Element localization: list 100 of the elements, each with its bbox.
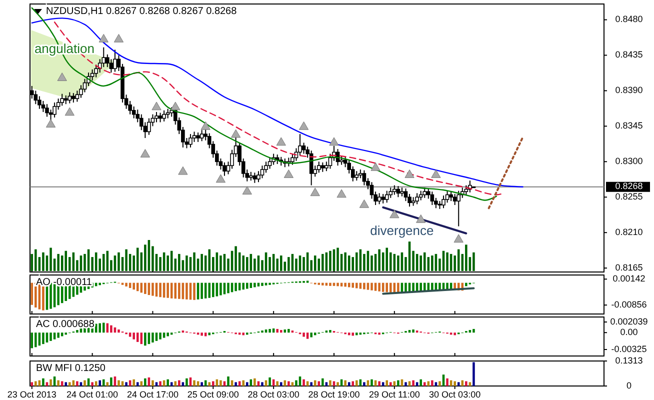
bar (280, 382, 282, 386)
bar (186, 256, 188, 271)
candlestick (170, 106, 174, 118)
y-tick-label: 0.1313 (615, 355, 643, 366)
bar (110, 377, 112, 386)
bar (76, 381, 78, 386)
bar (208, 332, 211, 336)
bar (178, 254, 180, 271)
bar (382, 382, 384, 386)
candlestick (41, 100, 46, 112)
bar (423, 382, 426, 386)
candlestick (154, 111, 158, 123)
bar (242, 332, 244, 336)
bar (288, 381, 290, 386)
x-tick-label: 30 Oct 03:00 (429, 389, 481, 400)
bar (397, 380, 400, 386)
y-tick-label: 0.00142 (612, 273, 646, 284)
bar (220, 380, 222, 386)
bar (132, 379, 135, 386)
candlestick (162, 110, 166, 122)
bar (162, 332, 166, 338)
bar (34, 332, 37, 348)
candlestick (268, 157, 272, 170)
y-tick-label: 0 (626, 380, 632, 390)
bar (106, 382, 109, 386)
bar (102, 322, 105, 333)
bar (412, 329, 414, 333)
bar (329, 330, 332, 333)
bar (454, 332, 456, 336)
bar (84, 254, 86, 271)
bar (302, 332, 305, 337)
bar (404, 382, 407, 386)
bar (446, 252, 448, 271)
point (178, 166, 188, 175)
point (329, 137, 339, 146)
bar (378, 381, 380, 386)
point (404, 170, 414, 178)
bar (144, 378, 146, 386)
point (390, 210, 400, 218)
point (200, 121, 210, 130)
bar (386, 248, 388, 271)
bar (46, 382, 48, 386)
point (416, 214, 426, 223)
bar (393, 381, 396, 386)
bar (34, 249, 37, 271)
y-tick-label: 0.8435 (615, 50, 643, 60)
candlestick (68, 92, 72, 104)
y-tick-label: 0.8165 (615, 262, 643, 272)
bar (280, 256, 282, 271)
bar (212, 381, 214, 386)
candlestick (388, 187, 393, 198)
candlestick (147, 118, 151, 136)
bar (344, 380, 346, 386)
bar (42, 332, 44, 344)
y-tick-label: 0.8345 (615, 120, 643, 131)
point (431, 170, 441, 178)
bar (152, 332, 154, 342)
bar (128, 332, 132, 337)
bar (200, 254, 203, 271)
bar (246, 382, 248, 386)
bar (121, 381, 124, 386)
bar (363, 254, 366, 271)
bar (261, 382, 264, 386)
bar (420, 379, 422, 386)
candlestick (260, 165, 264, 179)
bar (329, 380, 332, 386)
candlestick (302, 142, 306, 154)
chart-title: NZDUSD,H1 0.8267 0.8268 0.8267 0.8268 (46, 6, 238, 17)
y-tick-label: 0.8210 (615, 226, 643, 237)
bar (136, 332, 139, 342)
candlestick (396, 186, 400, 198)
point (216, 174, 226, 183)
x-tick-label: 24 Oct 01:00 (66, 389, 118, 400)
point (64, 107, 74, 116)
candlestick (52, 102, 56, 118)
bar (348, 382, 350, 386)
x-tick-label: 29 Oct 11:00 (368, 389, 420, 400)
ref-line-label: 0.8268 (615, 181, 643, 192)
candlestick (222, 162, 226, 176)
bar (144, 332, 146, 346)
bar (182, 382, 184, 386)
point (336, 189, 346, 198)
bar (446, 378, 448, 386)
bar (98, 323, 101, 333)
bar (118, 252, 120, 271)
bar (329, 250, 332, 271)
y-tick-label: 0.8300 (615, 156, 643, 166)
bar (416, 382, 418, 386)
candlestick (464, 184, 468, 196)
candlestick (34, 90, 38, 105)
bar (159, 332, 162, 340)
candlestick (188, 134, 192, 148)
candlestick (377, 192, 382, 205)
candlestick (442, 195, 446, 209)
bar (336, 248, 339, 271)
bar (472, 362, 475, 386)
bar (288, 257, 290, 271)
candlestick (72, 92, 76, 104)
bar (68, 382, 71, 386)
bar (193, 380, 196, 386)
